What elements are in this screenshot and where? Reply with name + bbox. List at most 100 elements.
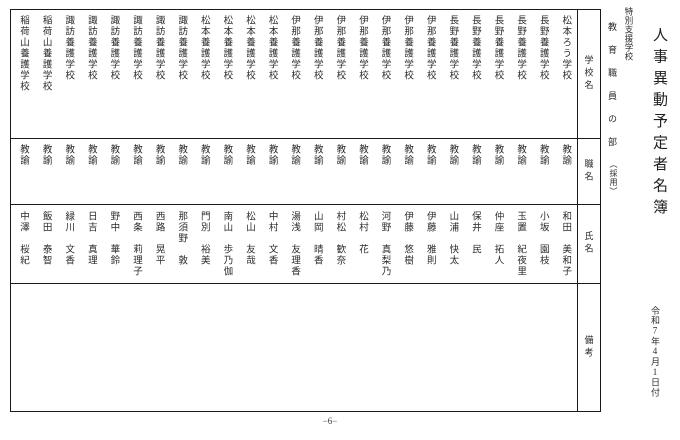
cell-school: 松本ろう学校	[560, 15, 571, 81]
cell-name: 玉置 紀夜里	[515, 211, 526, 277]
document-title-text: 人事異動予定者名簿	[651, 27, 667, 221]
cell-name: 西路 晃平	[153, 211, 164, 266]
cell-name: 伊藤 雅則	[424, 211, 435, 266]
row-divider-name-note	[11, 283, 600, 285]
cell-name: 伊藤 悠樹	[402, 211, 413, 266]
cell-school: 伊那養護学校	[424, 15, 435, 81]
table-row: 伊那養護学校 教諭 河野 真梨乃	[373, 10, 396, 411]
cell-name: 中村 文香	[266, 211, 277, 266]
cell-school: 伊那養護学校	[379, 15, 390, 81]
cell-school: 長野養護学校	[537, 15, 548, 81]
table-row: 松本養護学校 教諭 門別 裕美	[192, 10, 215, 411]
document-section-text: 教育職員の部	[607, 22, 617, 160]
cell-name: 小坂 園枝	[537, 211, 548, 266]
cell-name: 村松 歓奈	[334, 211, 345, 266]
cell-job: 教諭	[356, 144, 367, 166]
cell-school: 諏訪養護学校	[108, 15, 119, 81]
table-row: 長野養護学校 教諭 山浦 快太	[440, 10, 463, 411]
table-row: 伊那養護学校 教諭 山岡 晴香	[305, 10, 328, 411]
cell-name: 飯田 泰智	[40, 211, 51, 266]
cell-job: 教諭	[63, 144, 74, 166]
table-row: 長野養護学校 教諭 玉置 紀夜里	[508, 10, 531, 411]
cell-school: 伊那養護学校	[311, 15, 322, 81]
cell-school: 伊那養護学校	[289, 15, 300, 81]
cell-school: 松本養護学校	[221, 15, 232, 81]
cell-name: 湯浅 友理香	[289, 211, 300, 277]
document-date-text: 令和7年4月1日付	[650, 306, 660, 398]
cell-job: 教諭	[402, 144, 413, 166]
cell-job: 教諭	[447, 144, 458, 166]
cell-school: 稲荷山養護学校	[40, 15, 51, 92]
table-row: 長野養護学校 教諭 保井 民	[463, 10, 486, 411]
table-row: 伊那養護学校 教諭 伊藤 雅則	[418, 10, 441, 411]
document-section: 教育職員の部 （採用）	[599, 22, 619, 196]
cell-school: 伊那養護学校	[334, 15, 345, 81]
cell-job: 教諭	[492, 144, 503, 166]
cell-job: 教諭	[266, 144, 277, 166]
cell-school: 稲荷山養護学校	[18, 15, 29, 92]
cell-job: 教諭	[108, 144, 119, 166]
cell-name: 南山 歩乃伽	[221, 211, 232, 277]
header-name: 氏名	[583, 231, 594, 256]
cell-job: 教諭	[18, 144, 29, 166]
document-date: 令和7年4月1日付	[644, 306, 662, 397]
table-row: 諏訪養護学校 教諭 那須野 敦	[169, 10, 192, 411]
cell-school: 伊那養護学校	[402, 15, 413, 81]
cell-name: 山浦 快太	[447, 211, 458, 266]
cell-job: 教諭	[311, 144, 322, 166]
table-row: 諏訪養護学校 教諭 西条 莉理子	[124, 10, 147, 411]
cell-school: 諏訪養護学校	[131, 15, 142, 81]
row-divider-job-name	[11, 204, 600, 206]
table-row: 稲荷山養護学校 教諭 飯田 泰智	[34, 10, 57, 411]
cell-job: 教諭	[176, 144, 187, 166]
cell-school: 松本養護学校	[266, 15, 277, 81]
cell-name: 松山 友哉	[243, 211, 254, 266]
row-divider-school-job	[11, 138, 600, 140]
cell-job: 教諭	[40, 144, 51, 166]
cell-job: 教諭	[515, 144, 526, 166]
table-row: 稲荷山養護学校 教諭 中澤 桜紀	[11, 10, 34, 411]
cell-job: 教諭	[153, 144, 164, 166]
cell-name: 松村 花	[356, 211, 367, 255]
table-header-column: 学校名 職名 氏名 備考	[577, 10, 600, 411]
table-row: 長野養護学校 教諭 小坂 園枝	[531, 10, 554, 411]
document-title: 人事異動予定者名簿	[644, 18, 670, 230]
cell-school: 諏訪養護学校	[63, 15, 74, 81]
cell-name: 保井 民	[469, 211, 480, 255]
cell-school: 松本養護学校	[198, 15, 209, 81]
cell-job: 教諭	[379, 144, 390, 166]
cell-name: 門別 裕美	[198, 211, 209, 266]
table-row: 諏訪養護学校 教諭 野中 華鈴	[102, 10, 125, 411]
table-row: 伊那養護学校 教諭 村松 歓奈	[327, 10, 350, 411]
cell-name: 日吉 真理	[85, 211, 96, 266]
cell-job: 教諭	[560, 144, 571, 166]
page-number: −6−	[322, 416, 338, 426]
cell-job: 教諭	[469, 144, 480, 166]
cell-name: 那須野 敦	[176, 211, 187, 266]
header-note: 備考	[583, 334, 594, 360]
cell-job: 教諭	[334, 144, 345, 166]
cell-school: 諏訪養護学校	[176, 15, 187, 81]
cell-job: 教諭	[289, 144, 300, 166]
table-row: 松本養護学校 教諭 中村 文香	[260, 10, 283, 411]
table-row: 諏訪養護学校 教諭 西路 晃平	[147, 10, 170, 411]
cell-name: 野中 華鈴	[108, 211, 119, 266]
cell-job: 教諭	[424, 144, 435, 166]
cell-job: 教諭	[198, 144, 209, 166]
cell-school: 松本養護学校	[243, 15, 254, 81]
table-row: 諏訪養護学校 教諭 日吉 真理	[79, 10, 102, 411]
cell-school: 諏訪養護学校	[85, 15, 96, 81]
table-row: 伊那養護学校 教諭 松村 花	[350, 10, 373, 411]
table-row: 伊那養護学校 教諭 湯浅 友理香	[282, 10, 305, 411]
cell-job: 教諭	[131, 144, 142, 166]
cell-school: 長野養護学校	[492, 15, 503, 81]
table-row: 諏訪養護学校 教諭 緑川 文香	[56, 10, 79, 411]
document-category: 特別支援学校	[617, 7, 635, 61]
cell-name: 緑川 文香	[63, 211, 74, 266]
table-row: 松本養護学校 教諭 南山 歩乃伽	[215, 10, 238, 411]
document-section-subtext: （採用）	[609, 160, 618, 196]
cell-name: 西条 莉理子	[131, 211, 142, 277]
cell-school: 伊那養護学校	[356, 15, 367, 81]
document-category-text: 特別支援学校	[624, 7, 634, 61]
cell-name: 河野 真梨乃	[379, 211, 390, 277]
